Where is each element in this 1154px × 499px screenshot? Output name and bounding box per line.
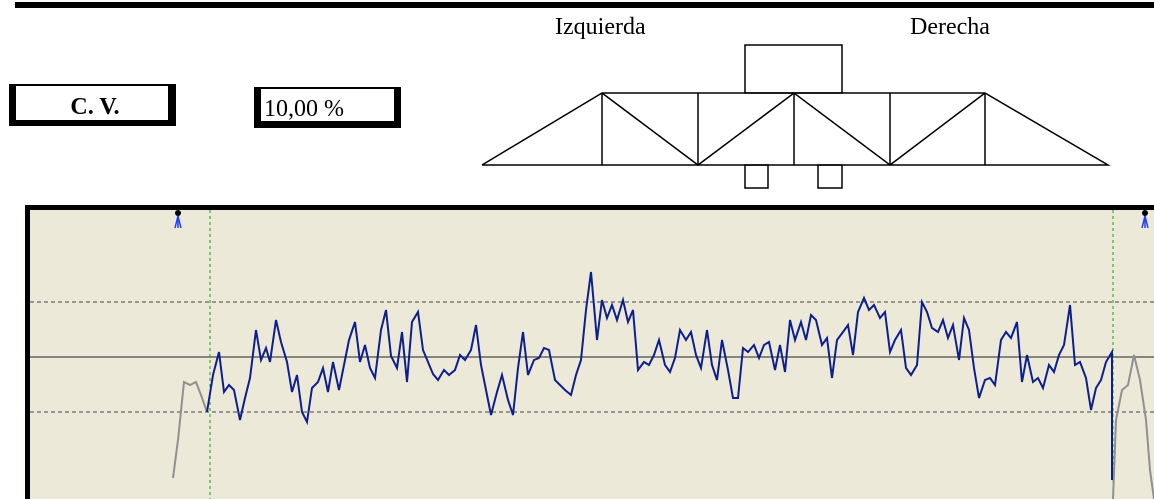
marker-left bbox=[174, 210, 182, 229]
edge-profile-right bbox=[1112, 354, 1154, 499]
boom-diagram bbox=[481, 44, 1111, 189]
left-label: Izquierda bbox=[555, 14, 646, 40]
profile-panel bbox=[25, 205, 1154, 499]
distribution-profile bbox=[206, 271, 1113, 480]
marker-right bbox=[1141, 210, 1149, 229]
top-bar bbox=[15, 2, 1154, 8]
edge-profile-left bbox=[172, 380, 208, 479]
cv-label: C. V. bbox=[70, 94, 119, 120]
cv-value: 10,00 % bbox=[264, 96, 344, 122]
right-label: Derecha bbox=[910, 14, 990, 40]
cv-label-box: C. V. bbox=[9, 84, 176, 126]
cv-value-box: 10,00 % bbox=[254, 87, 401, 128]
